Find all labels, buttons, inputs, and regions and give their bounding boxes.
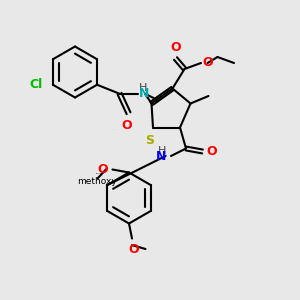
Text: O: O (202, 56, 213, 70)
Text: N: N (156, 149, 166, 163)
Text: methoxy: methoxy (96, 173, 102, 174)
Text: O: O (206, 145, 217, 158)
Text: methoxy: methoxy (78, 177, 117, 186)
Text: O: O (98, 163, 108, 176)
Text: H: H (139, 83, 148, 93)
Text: O: O (128, 243, 139, 256)
Text: O: O (122, 119, 132, 132)
Text: N: N (139, 87, 149, 100)
Text: Cl: Cl (29, 78, 42, 91)
Text: S: S (146, 134, 154, 147)
Text: O: O (170, 41, 181, 54)
Text: H: H (158, 146, 166, 156)
